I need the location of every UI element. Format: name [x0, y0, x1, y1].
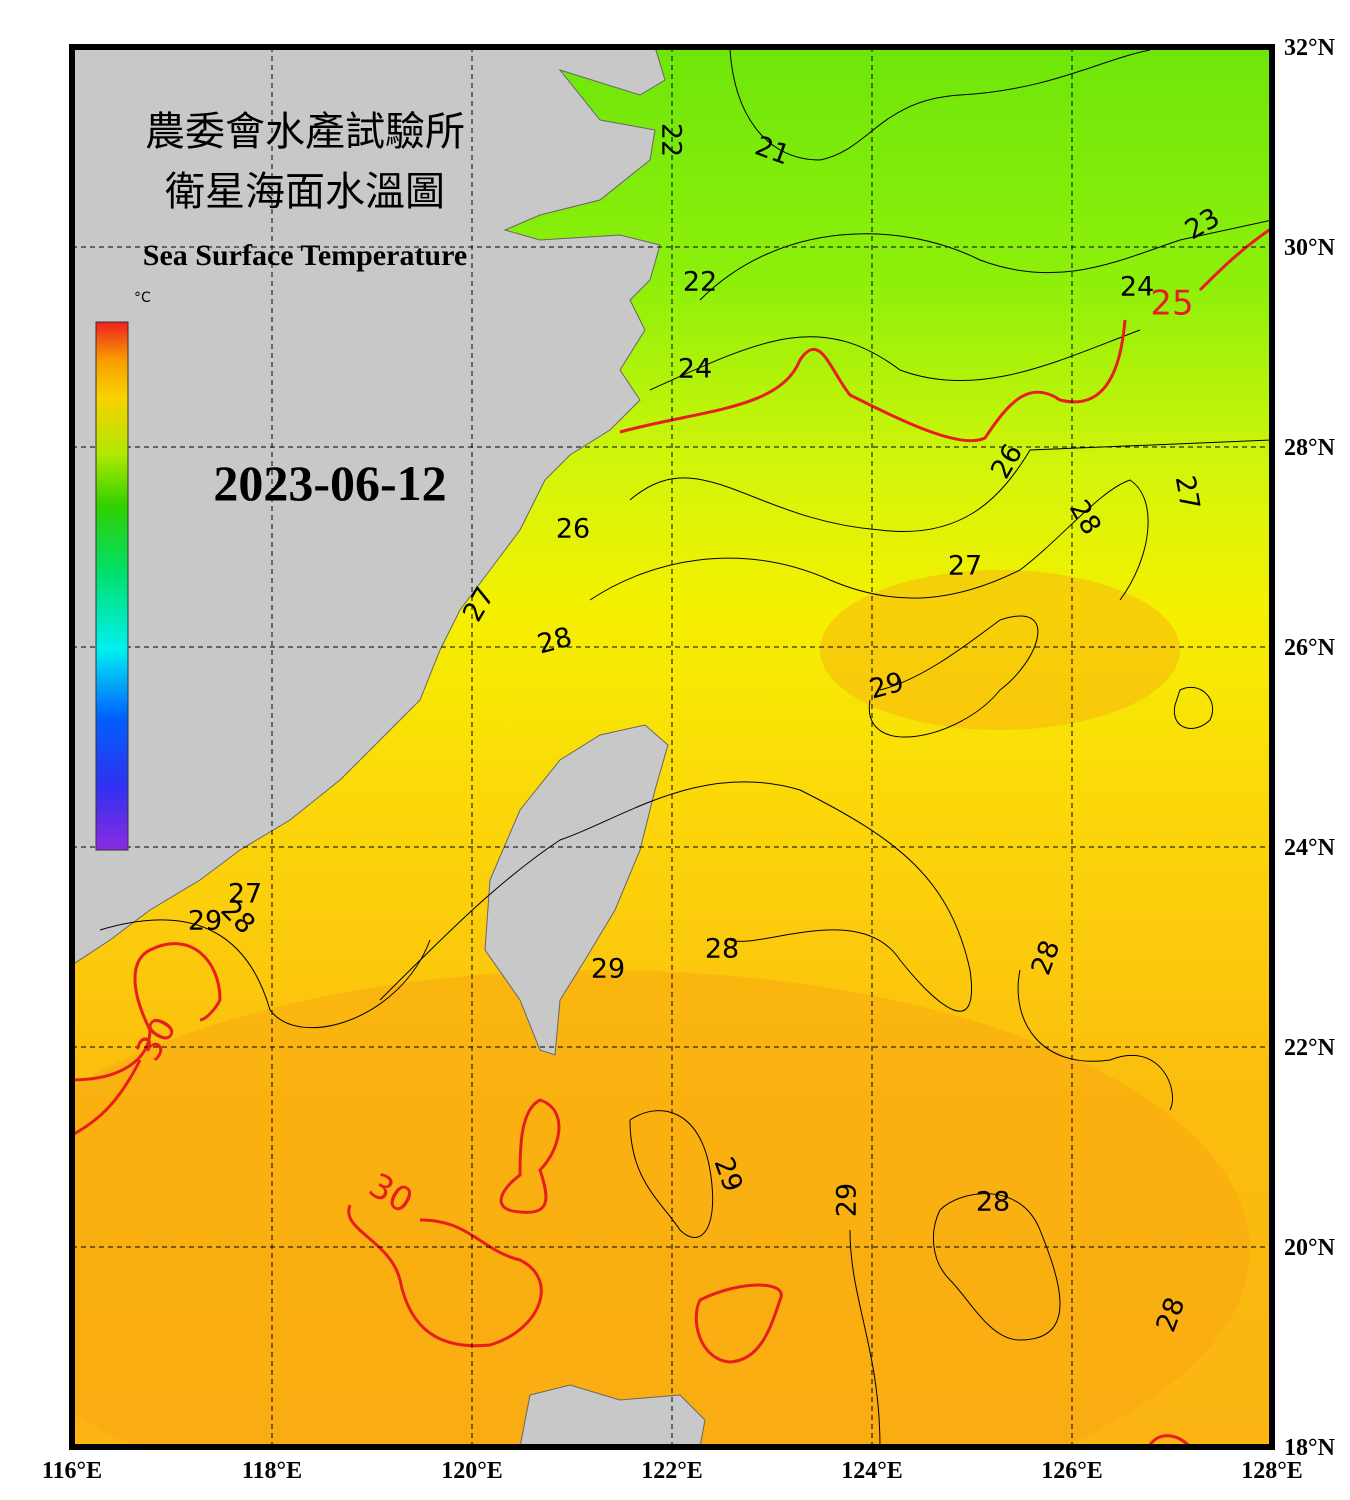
- warm-area: [72, 970, 1250, 1447]
- taiwan: [484, 724, 669, 1056]
- lon-label: 124°E: [841, 1458, 903, 1484]
- lon-label: 120°E: [441, 1458, 503, 1484]
- contour-label: 24: [678, 354, 712, 385]
- title-zh: 衛星海面水溫圖: [165, 169, 445, 214]
- mainland: [72, 47, 666, 966]
- lat-label: 26°N: [1284, 635, 1336, 661]
- subtitle: Sea Surface Temperature: [143, 239, 467, 272]
- lat-label: 30°N: [1284, 235, 1336, 261]
- axis-labels: 116°E 118°E 120°E 122°E 124°E 126°E 128°E 32°N 3…: [42, 35, 1336, 1484]
- lat-label: 32°N: [1284, 35, 1336, 61]
- contour-label: 26: [556, 514, 590, 545]
- contour-label: 22: [656, 123, 687, 157]
- lon-label: 126°E: [1041, 1458, 1103, 1484]
- map-frame: [69, 44, 1275, 1450]
- contour-label: 28: [705, 934, 739, 965]
- lon-label: 128°E: [1241, 1458, 1303, 1484]
- contour-label: 27: [948, 551, 982, 582]
- lat-label: 18°N: [1284, 1435, 1336, 1461]
- luzon: [519, 1384, 706, 1447]
- date: 2023-06-12: [213, 455, 446, 511]
- contour-label: 27: [1169, 473, 1205, 512]
- contour-label: 29: [591, 954, 625, 985]
- contour-label: 27: [228, 879, 262, 910]
- lat-label: 22°N: [1284, 1035, 1336, 1061]
- contour-label: 24: [1120, 272, 1154, 303]
- colorbar-ramp: [95, 321, 129, 851]
- contour-label: 29: [832, 1183, 863, 1217]
- isotherms-red: [72, 226, 1272, 1447]
- colorbar-unit: °C: [134, 290, 151, 306]
- contour-label: 29: [188, 906, 222, 937]
- contour-label: 22: [683, 267, 717, 298]
- lat-label: 20°N: [1284, 1235, 1336, 1261]
- contour-label: 28: [976, 1187, 1010, 1218]
- colorbar: °C: [95, 290, 151, 851]
- lon-label: 116°E: [42, 1458, 102, 1484]
- contour-label: 25: [1150, 284, 1193, 324]
- graticule: [72, 47, 1272, 1447]
- lat-label: 28°N: [1284, 435, 1336, 461]
- title-zh: 農委會水產試驗所: [145, 109, 465, 154]
- lon-label: 118°E: [242, 1458, 302, 1484]
- warm-area: [820, 570, 1180, 730]
- lon-label: 122°E: [641, 1458, 703, 1484]
- isotherms: [99, 49, 1272, 1447]
- lat-label: 24°N: [1284, 835, 1336, 861]
